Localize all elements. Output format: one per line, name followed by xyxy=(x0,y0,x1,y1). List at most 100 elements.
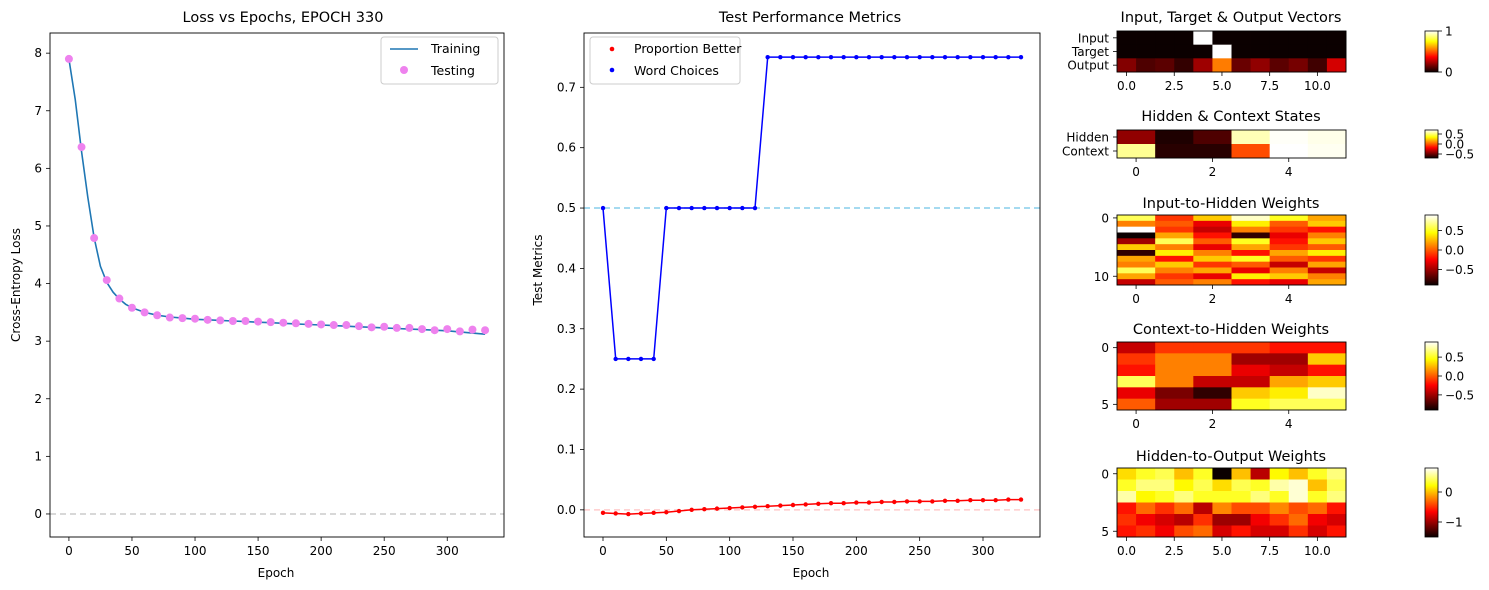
proportion-better-point xyxy=(702,507,707,512)
testing-loss-point xyxy=(254,317,263,326)
loss-ytick-label: 4 xyxy=(34,277,42,291)
heatmap-input-hidden-cell xyxy=(1231,238,1271,245)
metrics-ytick-label: 0.0 xyxy=(557,503,576,517)
heatmap-hidden-output-cell xyxy=(1193,491,1213,503)
heatmap-hidden-output-cell xyxy=(1193,514,1213,526)
heatmap-hidden-output-cell xyxy=(1326,502,1347,515)
heatmap-vectors-title: Input, Target & Output Vectors xyxy=(1121,10,1342,26)
proportion-better-point xyxy=(968,497,973,503)
testing-loss-point xyxy=(127,303,136,312)
loss-xtick-label: 50 xyxy=(124,544,139,558)
heatmap-hidden-output-cell xyxy=(1288,514,1309,526)
heatmap-context-hidden-cell xyxy=(1155,376,1194,388)
heatmap-hidden-output-cell xyxy=(1174,514,1194,526)
heatmap-hidden-output-cell xyxy=(1117,491,1137,503)
heatmap-states-colorbar-label: 0.5 xyxy=(1445,128,1464,142)
heatmap-input-hidden-cell xyxy=(1269,244,1309,251)
heatmap-context-hidden-cell xyxy=(1193,342,1232,354)
word-choices-point xyxy=(778,54,783,60)
heatmap-hidden-output-cell xyxy=(1136,479,1156,492)
testing-loss-point xyxy=(140,308,149,317)
heatmap-input-hidden-cell xyxy=(1269,220,1309,228)
word-choices-point xyxy=(638,356,644,362)
heatmap-input-hidden-cell xyxy=(1155,215,1194,222)
heatmap-hidden-output-cell xyxy=(1136,514,1156,526)
heatmap-context-hidden-cell xyxy=(1269,376,1309,388)
heatmap-input-hidden-cell xyxy=(1307,226,1347,233)
heatmap-states-title: Hidden & Context States xyxy=(1141,109,1320,125)
testing-loss-point xyxy=(317,320,326,329)
loss-legend-testing-label: Testing xyxy=(430,63,475,78)
heatmap-context-hidden-cell xyxy=(1307,342,1347,354)
heatmap-context-hidden-cell xyxy=(1155,342,1194,354)
heatmap-vectors-cell xyxy=(1155,44,1175,59)
metrics-ytick-label: 0.1 xyxy=(557,442,576,456)
loss-legend-training-label: Training xyxy=(430,41,480,56)
heatmap-hidden-output-colorbar-label: −1 xyxy=(1445,516,1463,530)
heatmap-vectors-cell xyxy=(1136,31,1156,46)
testing-loss-point xyxy=(266,318,275,327)
heatmap-input-hidden-cell xyxy=(1117,279,1156,286)
heatmap-input-hidden-cell xyxy=(1155,261,1194,268)
heatmap-hidden-output-cell xyxy=(1288,479,1309,492)
heatmap-input-hidden-cell xyxy=(1307,238,1347,245)
word-choices-point xyxy=(866,54,872,60)
proportion-better-point xyxy=(942,498,948,503)
testing-loss-point xyxy=(115,294,124,303)
heatmap-context-hidden-cell xyxy=(1231,387,1271,400)
word-choices-point xyxy=(626,356,631,362)
testing-loss-point xyxy=(90,234,99,243)
heatmap-vectors-colorbar-label: 0 xyxy=(1445,66,1453,80)
proportion-better-point xyxy=(626,511,631,517)
proportion-better-point xyxy=(803,502,808,507)
word-choices-point xyxy=(600,205,606,211)
heatmap-vectors-row-label: Output xyxy=(1067,59,1109,73)
heatmap-hidden-output-cell xyxy=(1174,479,1194,492)
training-loss-line xyxy=(68,58,486,335)
heatmap-input-hidden-cell xyxy=(1193,244,1232,251)
heatmap-context-hidden-cell xyxy=(1231,342,1271,354)
heatmap-hidden-output-cell xyxy=(1212,525,1232,538)
testing-loss-point xyxy=(165,313,174,322)
heatmap-hidden-output-xtick-label: 2.5 xyxy=(1165,544,1184,558)
heatmap-context-hidden-cell xyxy=(1269,353,1309,366)
loss-ytick-label: 1 xyxy=(34,449,42,463)
heatmap-input-hidden-cell xyxy=(1193,220,1232,228)
metrics-chart: Test Performance Metrics 0 50 100 150 200 250… xyxy=(531,10,1041,580)
heatmap-hidden-output-cell xyxy=(1307,514,1328,526)
heatmap-vectors-xtick-label: 7.5 xyxy=(1260,79,1279,93)
heatmap-hidden-output-cell xyxy=(1269,502,1290,515)
heatmap-context-hidden-cell xyxy=(1307,353,1347,366)
word-choices-point xyxy=(993,54,998,60)
heatmap-hidden-output-cell xyxy=(1212,479,1232,492)
heatmap-input-hidden-xtick-label: 2 xyxy=(1209,292,1217,306)
heatmap-input-hidden-colorbar-label: 0.0 xyxy=(1445,244,1464,258)
heatmap-input-hidden-cell xyxy=(1117,244,1156,251)
heatmap-hidden-output-cell xyxy=(1155,514,1175,526)
heatmap-input-hidden-cell xyxy=(1193,261,1232,268)
heatmap-input-hidden-cell xyxy=(1193,250,1232,257)
proportion-better-point xyxy=(790,502,796,508)
testing-loss-point xyxy=(443,325,452,334)
heatmap-hidden-output-cell xyxy=(1288,468,1309,480)
heatmap-input-hidden-cell xyxy=(1269,273,1309,280)
heatmap-hidden-output-title: Hidden-to-Output Weights xyxy=(1136,449,1326,465)
testing-loss-point xyxy=(291,319,300,328)
heatmap-input-hidden-frame xyxy=(1116,214,1347,286)
heatmap-states-colorbar-label: −0.5 xyxy=(1445,148,1474,162)
heatmap-vectors-cell xyxy=(1288,58,1309,73)
heatmap-input-hidden-cell xyxy=(1231,220,1271,228)
heatmap-input-hidden-cell xyxy=(1117,250,1156,257)
metrics-xtick-label: 200 xyxy=(845,544,868,558)
heatmap-context-hidden-cell xyxy=(1307,398,1347,411)
word-choices-point xyxy=(613,356,618,362)
heatmap-hidden-output-cell xyxy=(1193,525,1213,538)
heatmap-hidden-output-colorbar xyxy=(1424,467,1439,538)
proportion-better-point xyxy=(828,500,834,506)
heatmap-context-hidden-xtick-label: 2 xyxy=(1209,417,1217,431)
heatmap-states-colorbar-label: 0.0 xyxy=(1445,138,1464,152)
heatmap-context-hidden-cell xyxy=(1155,398,1194,411)
heatmap-hidden-output-cell xyxy=(1231,491,1251,503)
heatmap-input-hidden-xtick-label: 0 xyxy=(1132,292,1140,306)
heatmap-vectors-cell xyxy=(1117,31,1137,46)
